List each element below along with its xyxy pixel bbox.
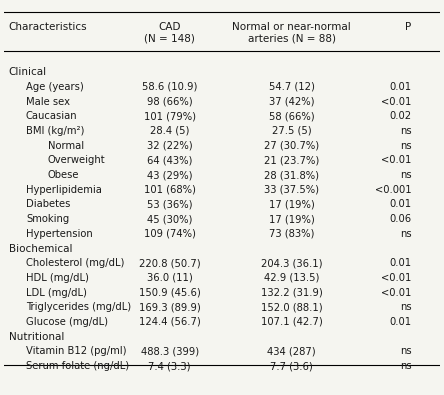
Text: 0.02: 0.02 <box>389 111 412 121</box>
Text: 7.4 (3.3): 7.4 (3.3) <box>148 361 191 371</box>
Text: 58.6 (10.9): 58.6 (10.9) <box>142 82 198 92</box>
Text: 169.3 (89.9): 169.3 (89.9) <box>139 302 201 312</box>
Text: 220.8 (50.7): 220.8 (50.7) <box>139 258 201 268</box>
Text: 73 (83%): 73 (83%) <box>269 229 314 239</box>
Text: P: P <box>405 22 412 32</box>
Text: Overweight: Overweight <box>48 155 105 166</box>
Text: 132.2 (31.9): 132.2 (31.9) <box>261 288 323 297</box>
Text: 152.0 (88.1): 152.0 (88.1) <box>261 302 322 312</box>
Text: 42.9 (13.5): 42.9 (13.5) <box>264 273 319 283</box>
Text: 101 (79%): 101 (79%) <box>144 111 196 121</box>
Text: Serum folate (ng/dL): Serum folate (ng/dL) <box>26 361 129 371</box>
Text: Hypertension: Hypertension <box>26 229 93 239</box>
Text: 37 (42%): 37 (42%) <box>269 97 314 107</box>
Text: 434 (287): 434 (287) <box>267 346 316 356</box>
Text: 0.01: 0.01 <box>389 82 412 92</box>
Text: 0.01: 0.01 <box>389 258 412 268</box>
Text: ns: ns <box>400 361 412 371</box>
Text: Cholesterol (mg/dL): Cholesterol (mg/dL) <box>26 258 124 268</box>
Text: 124.4 (56.7): 124.4 (56.7) <box>139 317 201 327</box>
Text: 21 (23.7%): 21 (23.7%) <box>264 155 319 166</box>
Text: ns: ns <box>400 170 412 180</box>
Text: ns: ns <box>400 346 412 356</box>
Text: <0.01: <0.01 <box>381 155 412 166</box>
Text: 53 (36%): 53 (36%) <box>147 199 192 209</box>
Text: 0.01: 0.01 <box>389 199 412 209</box>
Text: 58 (66%): 58 (66%) <box>269 111 314 121</box>
Text: Obese: Obese <box>48 170 79 180</box>
Text: LDL (mg/dL): LDL (mg/dL) <box>26 288 87 297</box>
Text: 7.7 (3.6): 7.7 (3.6) <box>270 361 313 371</box>
Text: Hyperlipidemia: Hyperlipidemia <box>26 185 102 195</box>
Text: BMI (kg/m²): BMI (kg/m²) <box>26 126 84 136</box>
Text: Age (years): Age (years) <box>26 82 84 92</box>
Text: Male sex: Male sex <box>26 97 70 107</box>
Text: HDL (mg/dL): HDL (mg/dL) <box>26 273 89 283</box>
Text: Smoking: Smoking <box>26 214 69 224</box>
Text: 64 (43%): 64 (43%) <box>147 155 192 166</box>
Text: 98 (66%): 98 (66%) <box>147 97 193 107</box>
Text: 33 (37.5%): 33 (37.5%) <box>264 185 319 195</box>
Text: Vitamin B12 (pg/ml): Vitamin B12 (pg/ml) <box>26 346 127 356</box>
Text: <0.01: <0.01 <box>381 97 412 107</box>
Text: 45 (30%): 45 (30%) <box>147 214 192 224</box>
Text: 0.01: 0.01 <box>389 317 412 327</box>
Text: Diabetes: Diabetes <box>26 199 70 209</box>
Text: Triglycerides (mg/dL): Triglycerides (mg/dL) <box>26 302 131 312</box>
Text: 204.3 (36.1): 204.3 (36.1) <box>261 258 322 268</box>
Text: CAD
(N = 148): CAD (N = 148) <box>144 22 195 43</box>
Text: <0.01: <0.01 <box>381 273 412 283</box>
Text: 0.06: 0.06 <box>389 214 412 224</box>
Text: Caucasian: Caucasian <box>26 111 78 121</box>
Text: 36.0 (11): 36.0 (11) <box>147 273 193 283</box>
Text: Clinical: Clinical <box>8 67 47 77</box>
Text: 27 (30.7%): 27 (30.7%) <box>264 141 319 150</box>
Text: 488.3 (399): 488.3 (399) <box>141 346 199 356</box>
Text: 17 (19%): 17 (19%) <box>269 214 315 224</box>
Text: 17 (19%): 17 (19%) <box>269 199 315 209</box>
Text: ns: ns <box>400 141 412 150</box>
Text: 28.4 (5): 28.4 (5) <box>150 126 190 136</box>
Text: Glucose (mg/dL): Glucose (mg/dL) <box>26 317 108 327</box>
Text: 101 (68%): 101 (68%) <box>144 185 196 195</box>
Text: 109 (74%): 109 (74%) <box>144 229 196 239</box>
Text: 150.9 (45.6): 150.9 (45.6) <box>139 288 201 297</box>
Text: 54.7 (12): 54.7 (12) <box>269 82 315 92</box>
Text: Characteristics: Characteristics <box>8 22 87 32</box>
Text: 28 (31.8%): 28 (31.8%) <box>264 170 319 180</box>
Text: Normal: Normal <box>48 141 84 150</box>
Text: 32 (22%): 32 (22%) <box>147 141 193 150</box>
Text: Nutritional: Nutritional <box>8 332 64 342</box>
Text: 107.1 (42.7): 107.1 (42.7) <box>261 317 323 327</box>
Text: ns: ns <box>400 302 412 312</box>
Text: ns: ns <box>400 229 412 239</box>
Text: Biochemical: Biochemical <box>8 243 72 254</box>
Text: <0.01: <0.01 <box>381 288 412 297</box>
Text: 43 (29%): 43 (29%) <box>147 170 192 180</box>
Text: Normal or near-normal
arteries (N = 88): Normal or near-normal arteries (N = 88) <box>232 22 351 43</box>
Text: 27.5 (5): 27.5 (5) <box>272 126 312 136</box>
Text: ns: ns <box>400 126 412 136</box>
Text: <0.001: <0.001 <box>375 185 412 195</box>
